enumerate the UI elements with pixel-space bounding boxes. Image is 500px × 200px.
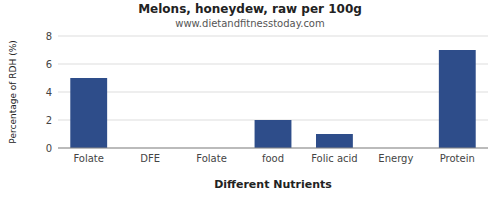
x-tick-label: DFE	[140, 153, 160, 164]
chart: Melons, honeydew, raw per 100g www.dietan…	[0, 0, 500, 200]
x-tick-label: Folic acid	[311, 153, 358, 164]
bar	[316, 134, 353, 148]
grid-line	[58, 92, 488, 93]
x-axis: Folate DFE Folate food Folic acid Energy Prote…	[73, 153, 474, 164]
x-tick-label: food	[262, 153, 284, 164]
grid-line	[58, 36, 488, 37]
x-tick-label: Folate	[196, 153, 227, 164]
x-tick-label: Energy	[378, 153, 413, 164]
chart-container: Melons, honeydew, raw per 100g www.dietan…	[0, 0, 500, 200]
x-axis-label: Different Nutrients	[214, 178, 332, 191]
y-tick-label: 6	[46, 59, 52, 70]
grid-line	[58, 64, 488, 65]
bar	[255, 120, 292, 148]
bar	[70, 78, 107, 148]
y-axis-label: Percentage of RDH (%)	[8, 40, 18, 143]
y-tick-label: 0	[46, 143, 52, 154]
grid-line	[58, 148, 488, 149]
x-axis-line	[58, 148, 488, 149]
y-tick-label: 2	[46, 115, 52, 126]
x-tick-label: Protein	[440, 153, 475, 164]
y-tick-label: 4	[46, 87, 52, 98]
x-tick-label: Folate	[73, 153, 104, 164]
y-tick-label: 8	[46, 31, 52, 42]
bars	[70, 50, 475, 148]
y-axis: 0 2 4 6 8	[46, 31, 488, 154]
title: Melons, honeydew, raw per 100g	[138, 2, 362, 16]
subtitle: www.dietandfitnesstoday.com	[175, 18, 324, 29]
bar	[439, 50, 476, 148]
